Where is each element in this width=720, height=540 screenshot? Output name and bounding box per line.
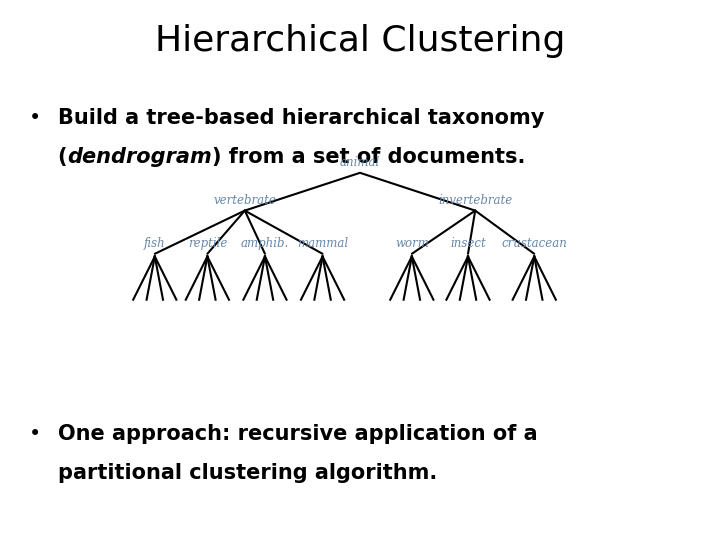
Text: reptile: reptile: [188, 237, 227, 250]
Text: fish: fish: [144, 237, 166, 250]
Text: Build a tree-based hierarchical taxonomy: Build a tree-based hierarchical taxonomy: [58, 108, 544, 128]
Text: vertebrate: vertebrate: [213, 194, 276, 207]
Text: invertebrate: invertebrate: [438, 194, 513, 207]
Text: •: •: [28, 108, 41, 128]
Text: partitional clustering algorithm.: partitional clustering algorithm.: [58, 463, 437, 483]
Text: •: •: [28, 424, 41, 444]
Text: insect: insect: [450, 237, 486, 250]
Text: One approach: recursive application of a: One approach: recursive application of a: [58, 424, 537, 444]
Text: worm: worm: [395, 237, 429, 250]
Text: ) from a set of documents.: ) from a set of documents.: [212, 147, 525, 167]
Text: dendrogram: dendrogram: [67, 147, 212, 167]
Text: animal: animal: [340, 156, 380, 169]
Text: Hierarchical Clustering: Hierarchical Clustering: [155, 24, 565, 58]
Text: amphib.: amphib.: [240, 237, 289, 250]
Text: crustacean: crustacean: [501, 237, 567, 250]
Text: mammal: mammal: [297, 237, 348, 250]
Text: (: (: [58, 147, 67, 167]
